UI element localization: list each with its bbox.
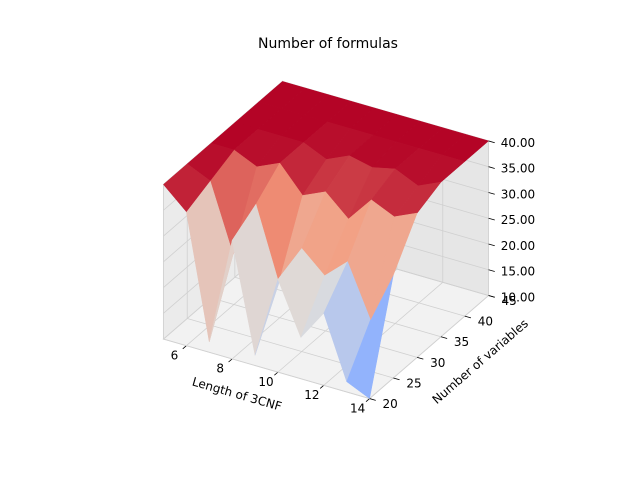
tick-mark bbox=[488, 269, 495, 272]
z-tick-label: 25.00 bbox=[501, 213, 535, 227]
y-tick-label: 35 bbox=[454, 335, 469, 349]
tick-mark bbox=[488, 166, 495, 169]
tick-mark bbox=[417, 356, 424, 360]
tick-mark bbox=[274, 371, 279, 376]
z-tick-label: 40.00 bbox=[501, 136, 535, 150]
x-tick-label: 14 bbox=[350, 401, 365, 415]
tick-mark bbox=[440, 336, 448, 339]
z-tick-label: 35.00 bbox=[501, 162, 535, 176]
z-tick-label: 15.00 bbox=[501, 265, 535, 279]
surface-face bbox=[163, 163, 211, 213]
tick-mark bbox=[488, 295, 495, 298]
tick-mark bbox=[365, 398, 370, 402]
tick-mark bbox=[488, 217, 495, 221]
surface-face bbox=[370, 212, 418, 320]
x-tick-label: 10 bbox=[258, 375, 273, 389]
x-tick-label: 8 bbox=[216, 362, 224, 376]
tick-mark bbox=[488, 192, 495, 195]
tick-mark bbox=[182, 345, 187, 350]
tick-mark bbox=[369, 398, 376, 401]
z-tick-label: 20.00 bbox=[501, 239, 535, 253]
tick-mark bbox=[319, 385, 325, 389]
tick-mark bbox=[464, 315, 472, 319]
tick-mark bbox=[488, 140, 495, 144]
y-tick-label: 25 bbox=[406, 376, 421, 390]
tick-mark bbox=[488, 243, 495, 247]
chart-title: Number of formulas bbox=[258, 36, 398, 52]
y-tick-label: 45 bbox=[502, 294, 517, 308]
grid-line bbox=[163, 338, 370, 399]
x-tick-label: 6 bbox=[171, 348, 179, 362]
tick-mark bbox=[228, 358, 233, 363]
z-tick-label: 30.00 bbox=[501, 187, 535, 201]
x-tick-label: 12 bbox=[304, 388, 319, 402]
tick-mark bbox=[393, 377, 400, 381]
y-tick-label: 30 bbox=[430, 356, 445, 370]
z-tick-label: 10.00 bbox=[501, 290, 535, 304]
y-tick-label: 40 bbox=[478, 315, 493, 329]
y-tick-label: 20 bbox=[383, 397, 398, 411]
grid-line bbox=[369, 295, 489, 399]
